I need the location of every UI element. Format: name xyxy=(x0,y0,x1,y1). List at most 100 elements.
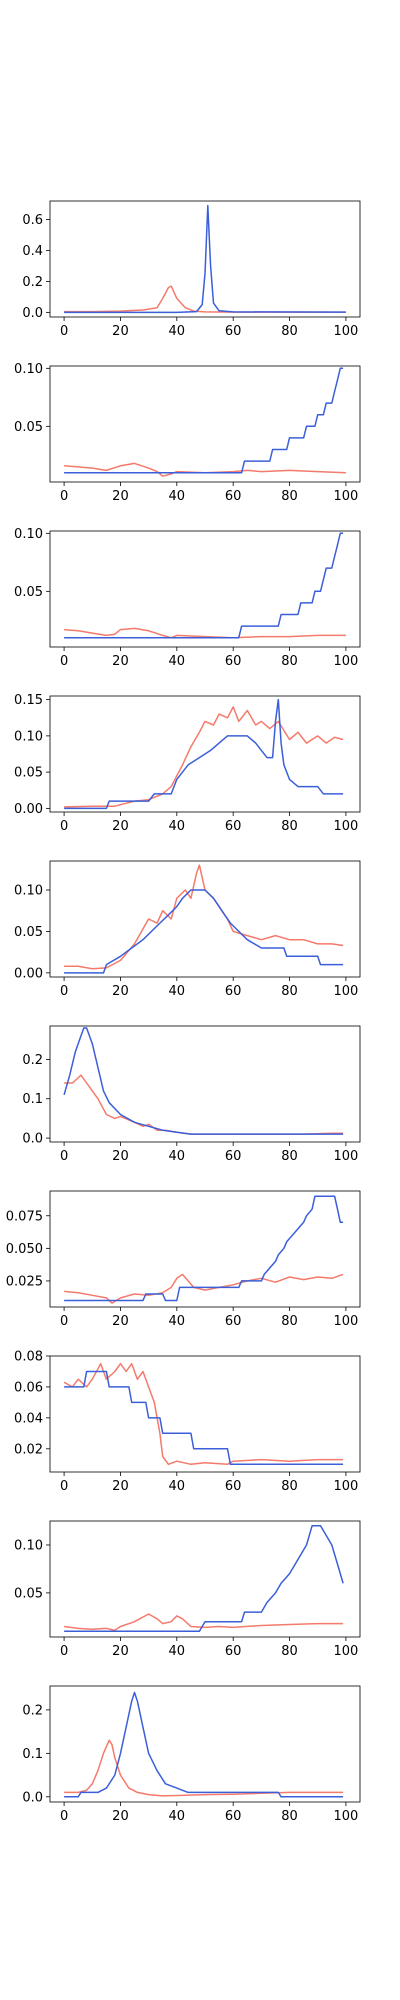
y-tick-label: 0.2 xyxy=(22,1053,43,1068)
y-tick-label: 0.05 xyxy=(14,1586,43,1601)
series-line-1 xyxy=(63,1362,344,1466)
x-tick-label: 80 xyxy=(281,489,298,504)
y-tick-label: 0.05 xyxy=(14,766,43,781)
x-tick-label: 60 xyxy=(225,819,242,834)
x-tick-label: 100 xyxy=(333,489,358,504)
x-tick-label: 40 xyxy=(169,1644,186,1659)
x-tick-label: 20 xyxy=(112,1149,129,1164)
y-tick-label: 0.0 xyxy=(22,306,43,321)
x-tick-label: 20 xyxy=(112,324,129,339)
series-line-1 xyxy=(64,627,346,639)
x-tick-label: 20 xyxy=(112,654,129,669)
x-tick-label: 60 xyxy=(225,1809,242,1824)
x-tick-label: 60 xyxy=(225,654,242,669)
x-tick-label: 0 xyxy=(60,819,68,834)
y-tick-label: 0.0 xyxy=(22,1132,43,1147)
plot-frame xyxy=(49,860,361,978)
plot-frame xyxy=(49,1355,361,1473)
x-tick-label: 40 xyxy=(169,1314,186,1329)
x-tick-label: 80 xyxy=(281,819,298,834)
plot-frame xyxy=(49,1190,361,1308)
y-tick-label: 0.04 xyxy=(14,1411,43,1426)
x-tick-label: 0 xyxy=(60,1479,68,1494)
y-tick-label: 0.2 xyxy=(22,1703,43,1718)
x-tick-label: 40 xyxy=(169,984,186,999)
series-line-1 xyxy=(64,462,346,477)
chart-9: 0 20 40 60 80 100 0.05 0.10 xyxy=(14,1520,361,1659)
y-tick-label: 0.6 xyxy=(22,213,43,228)
x-tick-label: 80 xyxy=(281,1644,298,1659)
x-tick-label: 0 xyxy=(60,1314,68,1329)
x-tick-label: 40 xyxy=(169,1479,186,1494)
plot-frame xyxy=(49,365,361,483)
plot-frame xyxy=(49,200,361,318)
series-line-2 xyxy=(63,1027,344,1135)
y-tick-label: 0.15 xyxy=(14,693,43,708)
series-line-2 xyxy=(64,367,344,474)
series-line-2 xyxy=(64,532,344,639)
x-tick-label: 0 xyxy=(60,1644,68,1659)
y-tick-label: 0.2 xyxy=(22,275,43,290)
x-tick-label: 100 xyxy=(333,1809,358,1824)
x-tick-label: 60 xyxy=(225,324,242,339)
series-line-1 xyxy=(63,1613,344,1632)
y-tick-label: 0.06 xyxy=(14,1380,43,1395)
x-tick-label: 100 xyxy=(333,654,358,669)
y-tick-label: 0.10 xyxy=(14,884,43,899)
x-tick-label: 80 xyxy=(281,1149,298,1164)
y-tick-label: 0.00 xyxy=(14,966,43,981)
x-tick-label: 80 xyxy=(281,654,298,669)
series-line-2 xyxy=(64,1370,344,1466)
y-tick-label: 0.4 xyxy=(22,244,43,259)
y-tick-label: 0.05 xyxy=(14,420,43,435)
y-tick-label: 0.0 xyxy=(22,1790,43,1805)
x-tick-label: 100 xyxy=(333,1644,358,1659)
x-tick-label: 40 xyxy=(169,819,186,834)
series-line-1 xyxy=(64,1273,344,1304)
x-tick-label: 20 xyxy=(112,489,129,504)
plot-frame xyxy=(49,1520,361,1638)
chart-1: 0 20 40 60 80 100 0.0 0.2 0.4 0.6 xyxy=(22,200,361,339)
x-tick-label: 100 xyxy=(333,1149,358,1164)
y-tick-label: 0.05 xyxy=(14,925,43,940)
plot-frame xyxy=(49,530,361,648)
chart-2: 0 20 40 60 80 100 0.05 0.10 xyxy=(14,362,361,504)
y-tick-label: 0.10 xyxy=(14,527,43,542)
series-line-1 xyxy=(64,706,344,808)
plot-frame xyxy=(49,1685,361,1803)
y-tick-label: 0.10 xyxy=(14,1538,43,1553)
x-tick-label: 80 xyxy=(281,1314,298,1329)
series-line-2 xyxy=(64,204,346,314)
x-tick-label: 100 xyxy=(333,819,358,834)
x-tick-label: 20 xyxy=(112,1809,129,1824)
x-tick-label: 40 xyxy=(169,489,186,504)
plot-frame xyxy=(49,695,361,813)
x-tick-label: 20 xyxy=(112,984,129,999)
series-line-1 xyxy=(64,1074,344,1135)
chart-10: 0 20 40 60 80 100 0.0 0.1 0.2 xyxy=(22,1685,361,1824)
x-tick-label: 100 xyxy=(333,984,358,999)
y-tick-label: 0.02 xyxy=(14,1442,43,1457)
series-line-2 xyxy=(64,889,344,974)
plot-frame xyxy=(49,1025,361,1143)
x-tick-label: 0 xyxy=(60,1809,68,1824)
series-line-2 xyxy=(64,1195,344,1302)
y-tick-label: 0.075 xyxy=(6,1209,43,1224)
x-tick-label: 60 xyxy=(225,984,242,999)
x-tick-label: 40 xyxy=(169,654,186,669)
chart-5: 0 20 40 60 80 100 0.00 0.05 0.10 xyxy=(14,860,361,999)
y-tick-label: 0.10 xyxy=(14,729,43,744)
y-tick-label: 0.1 xyxy=(22,1747,43,1762)
x-tick-label: 0 xyxy=(60,489,68,504)
x-tick-label: 40 xyxy=(169,1809,186,1824)
x-tick-label: 60 xyxy=(225,1149,242,1164)
chart-6: 0 20 40 60 80 100 0.0 0.1 0.2 xyxy=(22,1025,361,1164)
series-line-1 xyxy=(64,1739,344,1797)
x-tick-label: 40 xyxy=(169,324,186,339)
series-line-1 xyxy=(64,864,344,970)
x-tick-label: 20 xyxy=(112,819,129,834)
chart-3: 0 20 40 60 80 100 0.05 0.10 xyxy=(14,527,361,669)
x-tick-label: 20 xyxy=(112,1479,129,1494)
x-tick-label: 80 xyxy=(281,1479,298,1494)
